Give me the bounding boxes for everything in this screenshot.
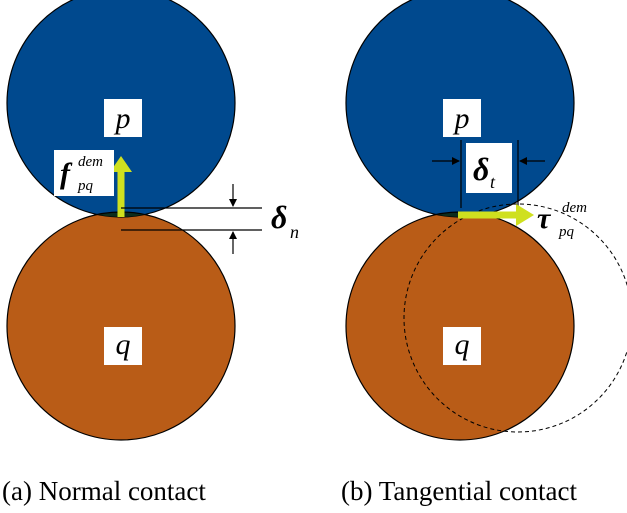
- tangent-arrowhead-left-b: [452, 157, 460, 165]
- overlap-subscript-a: n: [290, 222, 299, 242]
- panel-normal-contact: p q f dem pq δ n: [6, 0, 299, 441]
- panel-tangential-contact: p q δ t τ dem pq: [345, 0, 627, 441]
- force-subscript-a: pq: [77, 178, 94, 194]
- label-q-a: q: [116, 328, 131, 361]
- overlap-arrowhead-top-a: [229, 199, 237, 207]
- particle-q-a: [6, 211, 236, 441]
- force-superscript-b: dem: [562, 200, 587, 216]
- tangential-force-arrowhead: [516, 204, 534, 226]
- force-symbol-b: τ: [537, 202, 552, 235]
- overlap-symbol-a: δ: [271, 199, 287, 235]
- label-q-b: q: [455, 328, 470, 361]
- label-box-delta-t: [466, 143, 512, 193]
- label-p-a: p: [114, 102, 131, 135]
- force-superscript-a: dem: [78, 154, 103, 170]
- label-box-q-b: [443, 327, 481, 365]
- overlap-arrowhead-bottom-a: [229, 231, 237, 239]
- force-subscript-b: pq: [558, 224, 575, 240]
- label-p-b: p: [453, 102, 470, 135]
- label-box-p-a: [104, 99, 142, 137]
- caption-normal-contact: (a) Normal contact: [2, 476, 206, 506]
- label-box-force-a: [54, 150, 114, 196]
- particle-q-b: [345, 211, 575, 441]
- force-symbol-a: f: [60, 157, 73, 190]
- label-box-q-a: [104, 327, 142, 365]
- label-box-p-b: [443, 99, 481, 137]
- displaced-particle-q-b: [403, 203, 627, 433]
- overlap-symbol-b: δ: [473, 151, 489, 187]
- overlap-subscript-b: t: [490, 172, 496, 192]
- tangent-arrowhead-right-b: [519, 157, 527, 165]
- normal-force-arrowhead: [110, 156, 132, 172]
- caption-tangential-contact: (b) Tangential contact: [341, 476, 578, 506]
